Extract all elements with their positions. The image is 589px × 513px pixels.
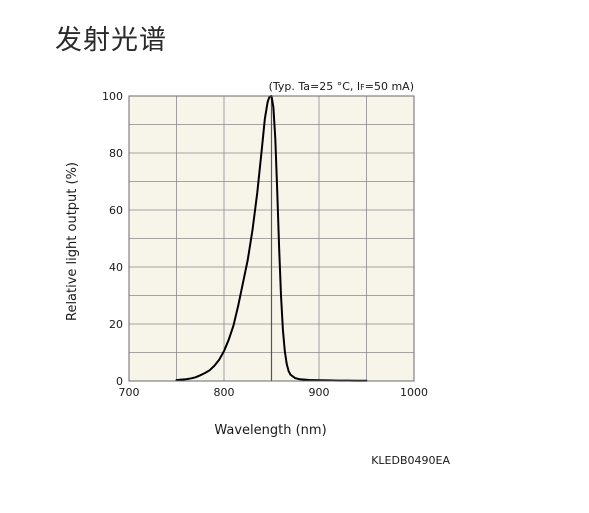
y-tick-label: 20: [109, 318, 123, 331]
series-layer: [175, 95, 368, 382]
y-tick-label: 0: [116, 375, 123, 388]
y-tick-label: 40: [109, 261, 123, 274]
x-tick-label: 800: [214, 386, 235, 399]
series-line-0: [175, 95, 368, 382]
y-tick-label: 100: [102, 90, 123, 103]
tick-labels: 700 800 900 1000 0 20 40 60 80 100: [102, 90, 428, 399]
measurement-conditions: (Typ. Ta=25 °C, IF=50 mA): [269, 80, 414, 93]
y-axis-label: Relative light output (%): [65, 162, 80, 321]
grid-lines: [129, 96, 414, 381]
document-code: KLEDB0490EA: [371, 454, 450, 467]
x-tick-label: 700: [119, 386, 140, 399]
y-tick-label: 60: [109, 204, 123, 217]
plot-border: [128, 95, 415, 382]
y-tick-label: 80: [109, 147, 123, 160]
x-axis-label: Wavelength (nm): [214, 423, 326, 438]
page-title: 发射光谱: [55, 25, 167, 56]
plot-frame: [128, 95, 415, 382]
x-tick-label: 1000: [400, 386, 428, 399]
x-tick-label: 900: [309, 386, 330, 399]
